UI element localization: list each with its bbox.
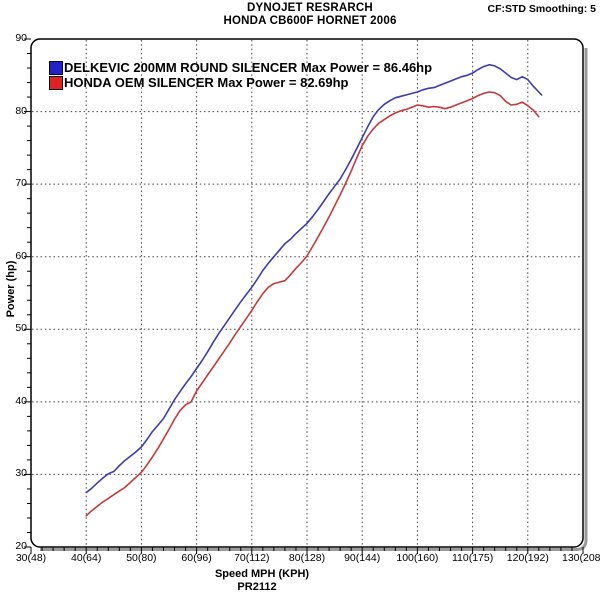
y-tick-label: 80 bbox=[15, 104, 27, 117]
x-axis-label: Speed MPH (KPH) bbox=[214, 568, 310, 580]
x-tick-label: 110(175) bbox=[451, 552, 494, 564]
legend-entry-honda-oem: HONDA OEM SILENCER Max Power = 82.69hp bbox=[49, 75, 349, 90]
legend-label-delkevic: DELKEVIC 200MM ROUND SILENCER Max Power … bbox=[64, 60, 433, 75]
y-axis-label: Power (hp) bbox=[5, 260, 17, 318]
run-code-label: PR2112 bbox=[237, 581, 277, 593]
x-tick-label: 60(96) bbox=[181, 552, 212, 564]
y-tick-label: 70 bbox=[15, 177, 27, 190]
x-tick-label: 50(80) bbox=[126, 552, 157, 564]
legend-swatch-delkevic bbox=[49, 60, 63, 75]
legend-swatch-honda-oem bbox=[49, 75, 63, 90]
x-tick-label: 120(192) bbox=[506, 552, 549, 564]
x-tick-label: 40(64) bbox=[71, 552, 102, 564]
y-tick-label: 20 bbox=[15, 540, 27, 552]
legend-label-honda-oem: HONDA OEM SILENCER Max Power = 82.69hp bbox=[64, 75, 349, 90]
y-tick-label: 30 bbox=[15, 467, 27, 480]
y-tick-label: 50 bbox=[15, 322, 27, 335]
x-tick-label: 30(48) bbox=[15, 552, 47, 564]
y-tick-label: 90 bbox=[15, 32, 27, 44]
y-tick-label: 60 bbox=[15, 249, 27, 262]
x-tick-label: 70(112) bbox=[234, 552, 270, 564]
chart-subtitle: HONDA CB600F HORNET 2006 bbox=[223, 15, 397, 27]
legend-entry-delkevic: DELKEVIC 200MM ROUND SILENCER Max Power … bbox=[49, 60, 432, 75]
x-tick-label: 100(160) bbox=[396, 552, 439, 564]
x-tick-label: 80(128) bbox=[288, 552, 326, 564]
chart-title: DYNOJET RESRARCH bbox=[247, 2, 373, 14]
x-tick-label: 90(144) bbox=[344, 552, 381, 564]
x-tick-label: 130(208) bbox=[561, 552, 600, 564]
smoothing-label: CF:STD Smoothing: 5 bbox=[487, 3, 597, 15]
y-tick-label: 40 bbox=[15, 394, 27, 407]
